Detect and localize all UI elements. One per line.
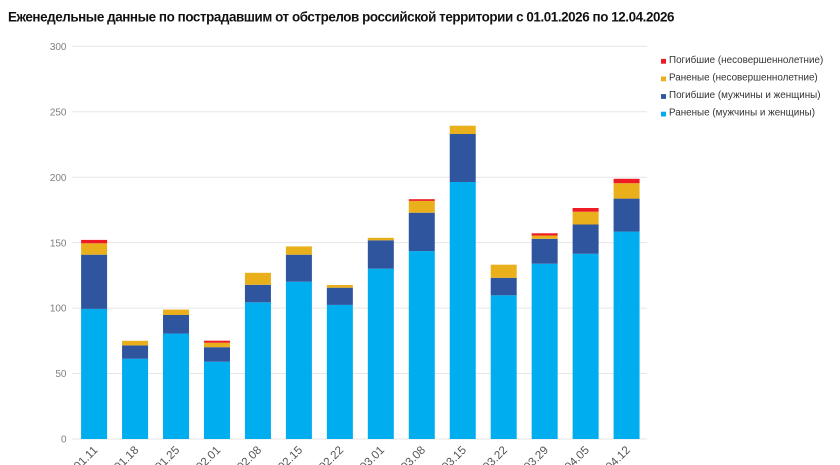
svg-text:0: 0 — [61, 435, 67, 446]
svg-text:150: 150 — [50, 238, 67, 249]
svg-text:200: 200 — [50, 173, 67, 184]
svg-text:Погибшие (несовершеннолетние): Погибшие (несовершеннолетние) — [669, 55, 823, 66]
svg-text:Погибшие (мужчины и женщины): Погибшие (мужчины и женщины) — [669, 90, 821, 101]
svg-text:Раненые (мужчины и женщины): Раненые (мужчины и женщины) — [669, 108, 815, 119]
svg-text:Еженедельные данные по пострад: Еженедельные данные по пострадавшим от о… — [8, 10, 674, 25]
svg-text:250: 250 — [50, 107, 67, 118]
svg-text:300: 300 — [50, 42, 67, 53]
svg-text:Раненые (несовершеннолетние): Раненые (несовершеннолетние) — [669, 72, 818, 83]
svg-text:100: 100 — [50, 304, 67, 315]
svg-text:50: 50 — [55, 369, 67, 380]
